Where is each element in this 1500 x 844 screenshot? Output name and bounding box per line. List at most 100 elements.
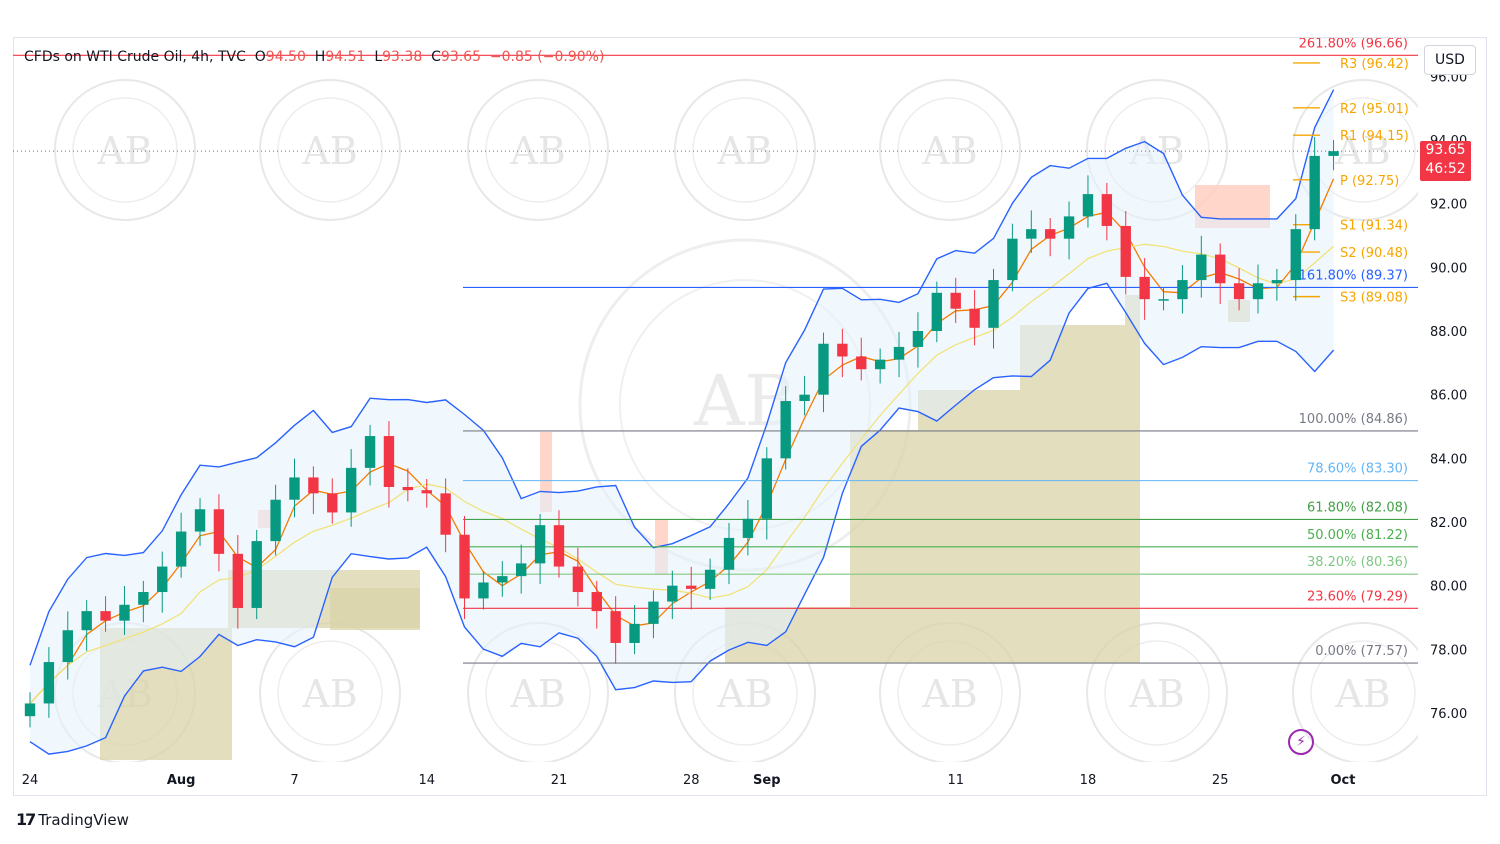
candle-body (686, 585, 697, 589)
candle-body (1290, 229, 1301, 281)
x-tick-label: Oct (1331, 773, 1356, 788)
candle-body (308, 477, 319, 494)
lightning-icon[interactable]: ⚡ (1288, 729, 1314, 755)
candle-body (1328, 151, 1339, 156)
candle-body (629, 623, 640, 643)
candle-body (175, 531, 187, 567)
candle-body (667, 585, 678, 602)
watermark-seal (259, 79, 401, 221)
fib-label: 38.20% (80.36) (1307, 555, 1408, 570)
candle-body (931, 292, 943, 331)
candle-body (270, 499, 281, 542)
candle-body (950, 292, 961, 309)
tradingview-brand[interactable]: 17 TradingView (16, 810, 129, 829)
watermark-initials: AB (921, 672, 977, 716)
candle-body (383, 436, 395, 487)
candle-body (43, 662, 55, 704)
watermark-seal-inner (897, 97, 1003, 203)
watermark-seal (467, 79, 609, 221)
low-label: L (374, 49, 383, 65)
watermark-seal-inner (1104, 640, 1210, 746)
support-zone (850, 430, 1140, 607)
x-tick-label: 25 (1212, 773, 1229, 788)
candle-body (742, 518, 754, 538)
candle-body (1177, 280, 1188, 300)
candle-body (100, 611, 111, 621)
symbol-title: CFDs on WTI Crude Oil, 4h, TVC (24, 49, 246, 65)
y-tick-label: 88.00 (1430, 325, 1467, 340)
candle-body (704, 569, 716, 589)
high-value: 94.51 (325, 49, 366, 65)
candle-body (818, 343, 829, 395)
candle-body (515, 563, 527, 577)
candle-body (1233, 283, 1245, 300)
y-tick-label: 86.00 (1430, 389, 1467, 404)
close-label: C (431, 49, 441, 65)
y-tick-label: 76.00 (1430, 707, 1467, 722)
high-label: H (314, 49, 326, 65)
candle-body (969, 308, 980, 328)
plot-area: ABABABABABABABABABABABABABABAB261.80% (9… (13, 38, 1418, 762)
y-tick-label: 82.00 (1430, 516, 1467, 531)
support-zone (228, 628, 232, 760)
candle-body (364, 436, 376, 468)
fib-label: 100.00% (84.86) (1299, 412, 1408, 427)
watermark-initials: AB (1334, 672, 1390, 716)
candle-body (459, 534, 470, 599)
candle-body (1271, 280, 1283, 284)
candle-body (893, 346, 905, 360)
pivot-label: S3 (89.08) (1340, 291, 1408, 306)
pivot-label: S1 (91.34) (1340, 219, 1408, 234)
candle-body (799, 394, 810, 402)
candle-body (648, 601, 659, 624)
candle-body (81, 611, 92, 631)
bar-countdown: 46:52 (1425, 161, 1466, 177)
watermark-seal (54, 79, 196, 221)
candle-body (421, 490, 432, 494)
x-tick-label: 14 (418, 773, 435, 788)
x-tick-label: 21 (551, 773, 568, 788)
candle-body (1120, 225, 1131, 277)
candle-body (24, 703, 36, 717)
candle-body (761, 458, 772, 519)
candle-body (497, 576, 508, 583)
watermark-seal (674, 79, 816, 221)
symbol-header: CFDs on WTI Crude Oil, 4h, TVC O94.50 H9… (24, 49, 604, 65)
candle-body (289, 477, 300, 500)
y-tick-label: 78.00 (1430, 643, 1467, 658)
currency-button[interactable]: USD (1424, 45, 1476, 75)
open-label: O (254, 49, 266, 65)
candle-body (62, 630, 73, 663)
fib-label: 23.60% (79.29) (1307, 589, 1408, 604)
candle-body (534, 525, 546, 564)
x-tick-label: 18 (1080, 773, 1097, 788)
chart-frame (13, 37, 1487, 796)
y-tick-label: 92.00 (1430, 198, 1467, 213)
watermark-seal-inner (1310, 640, 1416, 746)
bollinger-upper (29, 89, 1335, 666)
candle-body (1082, 194, 1094, 217)
support-zone (330, 588, 420, 630)
pivot-label: R3 (96.42) (1340, 57, 1409, 72)
watermark-initials: AB (1128, 672, 1184, 716)
fib-label: 61.80% (82.08) (1307, 500, 1408, 515)
pivot-label: P (92.75) (1340, 174, 1399, 189)
open-value: 94.50 (265, 49, 306, 65)
x-tick-label: Aug (167, 773, 196, 788)
candle-body (1044, 229, 1056, 239)
candle-body (1026, 229, 1037, 239)
watermark-initials: AB (96, 129, 152, 173)
x-tick-label: Sep (753, 773, 781, 788)
candle-body (327, 493, 338, 513)
candle-body (1139, 276, 1150, 300)
low-value: 93.38 (382, 49, 423, 65)
candle-body (572, 566, 584, 593)
candle-body (1309, 155, 1320, 230)
candle-body (1252, 283, 1264, 300)
y-tick-label: 90.00 (1430, 261, 1467, 276)
candle-body (1196, 254, 1207, 281)
watermark-seal (1086, 622, 1228, 762)
candle-body (912, 331, 924, 347)
candle-body (1063, 216, 1075, 239)
